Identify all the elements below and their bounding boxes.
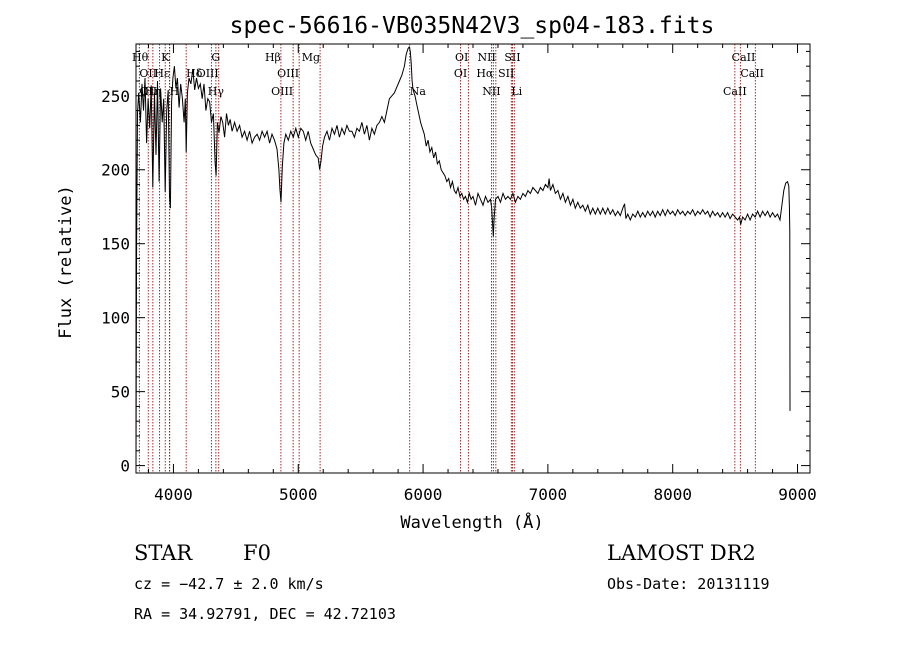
spectral-line-label: H: [169, 85, 179, 98]
x-axis-ticks: 4000 5000 6000 7000 8000 9000: [147, 44, 817, 504]
x-tick-label: 8000: [653, 485, 692, 504]
spectral-line-label: OII: [139, 67, 157, 80]
spectral-line-label: OIII: [277, 67, 299, 80]
spectral-line-label: OIII: [197, 67, 219, 80]
y-axis-ticks: 0 50 100 150 200 250: [101, 50, 810, 476]
spectral-line-label: Hα: [476, 67, 494, 80]
observation-date: Obs-Date: 20131119: [607, 575, 770, 593]
object-subclass: F0: [243, 541, 271, 565]
spectral-line-label: NII: [482, 85, 500, 98]
spectral-line-label: SII: [498, 67, 514, 80]
spectral-line-label: Hε: [154, 67, 170, 80]
x-tick-label: 6000: [404, 485, 443, 504]
spectral-line-label: CaII: [740, 67, 764, 80]
spectral-line-label: Mg: [302, 51, 320, 64]
emission-line-markers: [138, 44, 756, 473]
spectral-line-label: OI: [455, 51, 468, 64]
x-tick-label: 7000: [529, 485, 568, 504]
object-class: STAR: [134, 541, 193, 565]
spectral-line-label: OI: [454, 67, 467, 80]
spectral-line-label: Hθ: [132, 51, 149, 64]
y-tick-label: 100: [101, 309, 130, 328]
x-tick-label: 4000: [154, 485, 193, 504]
x-axis-label: Wavelength (Å): [400, 511, 543, 533]
plot-frame: [135, 43, 811, 474]
spectral-line-label: Hδ: [186, 67, 203, 80]
spectral-line-label: NII: [478, 51, 496, 64]
survey-name: LAMOST DR2: [607, 541, 756, 565]
spectral-line-label: K: [161, 51, 170, 64]
y-axis-label: Flux (relative): [56, 185, 76, 339]
spectral-line-label: OIII: [271, 85, 293, 98]
spectral-line-label: G: [211, 51, 220, 64]
y-tick-label: 150: [101, 235, 130, 254]
spectral-line-label: CaII: [732, 51, 756, 64]
spectral-line-label: Hγ: [208, 85, 225, 98]
chart-title: spec-56616-VB035N42V3_sp04-183.fits: [230, 13, 715, 39]
redshift-cz: cz = −42.7 ± 2.0 km/s: [134, 575, 324, 593]
spectral-line-label: Hη: [145, 85, 161, 98]
y-tick-label: 50: [111, 383, 130, 402]
emission-line-labels: HθOIIOIIHηKHεHHδGOIIIHγHβOIIIOIIIMgNaOIO…: [132, 51, 764, 98]
spectral-line-label: Na: [410, 85, 427, 98]
spectral-line-label: Li: [511, 85, 522, 98]
y-tick-label: 250: [101, 87, 130, 106]
spectrum-line: [135, 45, 791, 466]
y-tick-label: 200: [101, 161, 130, 180]
x-tick-label: 9000: [778, 485, 817, 504]
spectral-line-label: CaII: [723, 85, 747, 98]
spectral-line-label: Hβ: [265, 51, 281, 64]
x-tick-label: 5000: [279, 485, 318, 504]
sky-coordinates: RA = 34.92791, DEC = 42.72103: [134, 605, 396, 623]
spectral-line-label: SII: [504, 51, 520, 64]
y-tick-label: 0: [120, 457, 130, 476]
